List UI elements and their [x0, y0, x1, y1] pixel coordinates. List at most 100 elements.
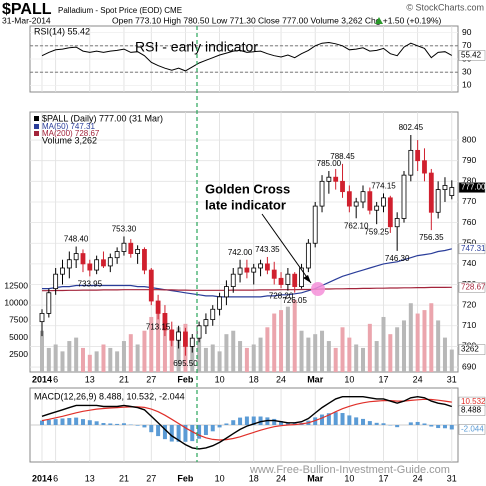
histogram-bar [203, 425, 208, 436]
legend-swatch [34, 131, 39, 136]
histogram-bar [285, 422, 290, 425]
y-tick-label: 90 [462, 27, 472, 37]
arrowhead [303, 275, 311, 283]
histogram-bar [176, 425, 181, 442]
volume-bar [401, 320, 406, 372]
candle-body [39, 312, 45, 323]
histogram-bar [354, 417, 359, 425]
candle-body [319, 180, 325, 207]
histogram-bar [272, 418, 277, 425]
candle-body [435, 189, 441, 213]
macd-line [41, 395, 453, 450]
histogram-bar [361, 418, 366, 425]
data-label: 746.30 [385, 254, 410, 263]
volume-bar [80, 347, 85, 372]
volume-bar [333, 347, 338, 372]
candle-body [203, 319, 209, 327]
histogram-bar [115, 423, 120, 425]
candle-body [176, 331, 182, 341]
y-tick-label: 12500 [4, 280, 28, 290]
candle-body [264, 263, 270, 271]
candle-body [87, 263, 93, 271]
x-tick-label: 21 [119, 374, 129, 384]
candle-body [101, 259, 106, 267]
data-label: 753.30 [112, 225, 137, 234]
histogram-bar [374, 422, 379, 425]
volume-bar [374, 341, 379, 372]
volume-bar [367, 323, 372, 372]
candle-body [299, 267, 304, 287]
arrow [261, 213, 312, 284]
candle-body [114, 251, 120, 259]
data-label: 733.95 [78, 279, 103, 288]
histogram-bar [231, 420, 236, 425]
histogram-bar [395, 425, 400, 428]
volume-bar [361, 347, 366, 372]
histogram-bar [121, 423, 126, 425]
candle-body [142, 249, 147, 271]
volume-bar [313, 334, 318, 372]
up-arrow [375, 17, 383, 24]
price-panel [29, 111, 459, 373]
y-tick-label: 5000 [9, 332, 28, 342]
volume-bar [94, 351, 99, 372]
value-box [458, 50, 486, 61]
y-tick-label: 780 [462, 176, 476, 186]
histogram-bar [238, 417, 243, 425]
x-tick-label: 2014 [32, 374, 52, 384]
watermark: www.Free-Bullion-Investment-Guide.com [249, 464, 450, 476]
histogram-bar [279, 421, 284, 425]
candle-body [66, 259, 72, 269]
volume-bar [272, 313, 277, 372]
volume-bar [176, 327, 181, 372]
signal-line [41, 398, 452, 441]
candle-body [237, 267, 243, 275]
x-tick-label: Feb [177, 374, 194, 384]
candle-body [285, 273, 291, 285]
candle-body [442, 185, 448, 190]
x-tick-label: 10 [344, 374, 354, 384]
histogram-bar [149, 425, 154, 433]
x-tick-label: Feb [177, 473, 194, 483]
date: 31-Mar-2014 [2, 15, 51, 25]
volume-bar [395, 327, 400, 372]
volume-bar [40, 330, 44, 372]
data-label: 726.05 [282, 296, 307, 305]
candle-body [53, 273, 59, 290]
histogram-bar [87, 420, 92, 425]
data-label: 756.35 [419, 233, 444, 242]
candle-body [121, 242, 127, 252]
volume-bar [258, 337, 263, 372]
histogram-bar [101, 423, 106, 425]
candle-body [148, 269, 154, 302]
data-label: 802.45 [399, 123, 424, 132]
candle-body [428, 172, 434, 213]
volume-bar [244, 347, 249, 372]
candle-body [230, 273, 236, 287]
candle-body [449, 187, 455, 196]
candle-body [278, 277, 284, 285]
candle-body [333, 176, 339, 182]
candle-body [162, 312, 168, 331]
x-tick-label: 10 [215, 473, 225, 483]
candle-body [73, 253, 79, 261]
annotation: late indicator [205, 197, 286, 212]
histogram-bar [94, 421, 99, 425]
histogram-bar [367, 421, 372, 425]
data-label: 742.00 [228, 248, 253, 257]
value-box-label: 55.42 [461, 51, 482, 60]
price-legend: $PALL (Daily) 777.00 (31 Mar) [42, 113, 163, 123]
ma-line [42, 286, 452, 292]
value-box [458, 282, 486, 293]
y-tick-label: 7500 [9, 315, 28, 325]
candle-body [340, 180, 345, 193]
legend-entry: MA(200) 728.67 [42, 129, 100, 138]
volume-bar [381, 316, 386, 372]
histogram-bar [156, 425, 161, 437]
value-box-label: 747.31 [461, 244, 486, 253]
candle-body [326, 176, 332, 182]
candle-body [217, 296, 222, 310]
x-tick-label: 31 [447, 473, 457, 483]
histogram-bar [347, 415, 352, 425]
